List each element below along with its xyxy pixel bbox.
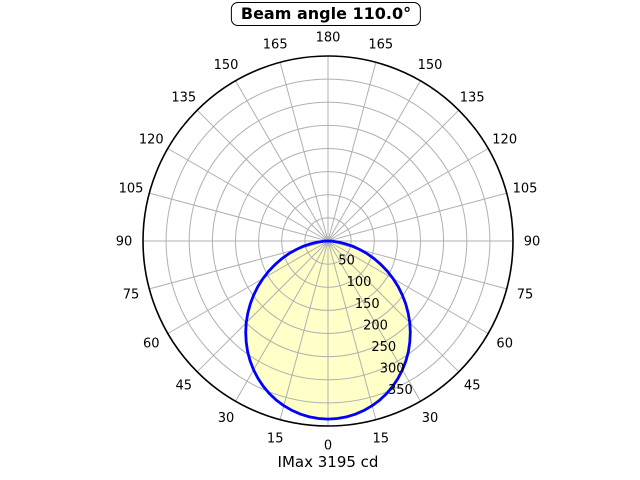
angle-label: 135 [460, 90, 485, 105]
angle-gridline [196, 109, 329, 242]
radial-label: 300 [380, 362, 405, 377]
angle-label: 60 [143, 337, 160, 352]
angle-gridline [327, 62, 377, 242]
angle-gridline [327, 240, 421, 402]
chart-title: Beam angle 110.0° [230, 2, 422, 26]
angle-label: 60 [496, 337, 513, 352]
angle-label: 90 [116, 235, 133, 250]
angle-label: 165 [263, 38, 288, 53]
angle-label: 150 [418, 58, 443, 73]
angle-label: 15 [267, 432, 284, 447]
angle-label: 15 [373, 432, 390, 447]
angle-labels: 0 15 15 30 30 45 45 60 60 75 75 90 90 105 105 120 120 135… [116, 31, 541, 454]
angle-label: 120 [492, 133, 517, 148]
angle-gridline [235, 240, 329, 402]
angle-gridline [167, 240, 329, 334]
angle-gridline [235, 80, 329, 242]
angle-gridline [327, 240, 489, 334]
outer-axis-circle [142, 55, 514, 427]
angle-gridline [327, 148, 489, 242]
angle-label: 180 [316, 31, 341, 46]
angle-label: 150 [214, 58, 239, 73]
angle-gridline [279, 62, 329, 242]
angle-gridline [327, 240, 377, 420]
imax-caption: IMax 3195 cd [277, 453, 379, 471]
angle-label: 135 [171, 90, 196, 105]
radial-labels: 50 100 150 200 250 300 350 [338, 254, 413, 399]
radial-label: 100 [347, 275, 372, 290]
radial-label: 200 [363, 318, 388, 333]
angle-gridline [327, 80, 421, 242]
polar-grid [143, 56, 513, 426]
angle-gridline [327, 109, 460, 242]
angle-label: 45 [176, 379, 193, 394]
angle-label: 30 [422, 411, 439, 426]
beam-curve [244, 239, 412, 421]
angle-label: 105 [513, 182, 538, 197]
angle-gridline [327, 192, 507, 242]
angle-gridline [149, 192, 329, 242]
radial-label: 50 [338, 254, 355, 269]
angle-label: 30 [218, 411, 235, 426]
angle-label: 75 [517, 287, 534, 302]
radial-label: 350 [388, 383, 413, 398]
angle-gridline [327, 240, 460, 373]
angle-label: 0 [324, 439, 332, 454]
angle-label: 90 [524, 235, 541, 250]
angle-label: 75 [123, 287, 140, 302]
angle-gridline [279, 240, 329, 420]
angle-label: 120 [139, 133, 164, 148]
angle-label: 105 [119, 182, 144, 197]
angle-label: 165 [368, 38, 393, 53]
angle-gridline [196, 240, 329, 373]
angle-gridline [167, 148, 329, 242]
angle-label: 45 [464, 379, 481, 394]
radial-label: 150 [355, 297, 380, 312]
radial-label: 250 [371, 340, 396, 355]
